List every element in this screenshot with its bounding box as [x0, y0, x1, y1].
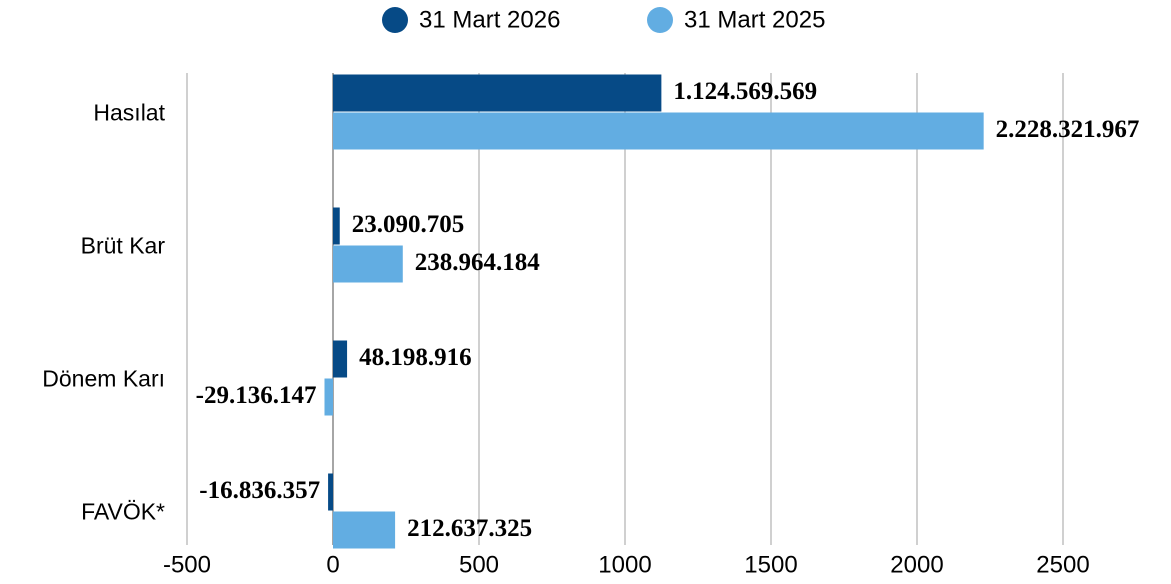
data-label: 23.090.705	[352, 211, 465, 238]
bar	[333, 112, 984, 150]
category-label: Hasılat	[93, 100, 165, 126]
category-label: Dönem Karı	[42, 366, 165, 392]
data-label: 2.228.321.967	[996, 116, 1140, 143]
legend-marker	[382, 7, 408, 33]
legend-label: 31 Mart 2026	[419, 6, 560, 33]
data-label: 212.637.325	[407, 515, 532, 542]
x-tick-label: 1500	[744, 551, 797, 578]
data-label: 48.198.916	[359, 344, 472, 371]
bar	[333, 74, 662, 112]
x-tick-label: 2500	[1036, 551, 1089, 578]
x-tick-label: 2000	[890, 551, 943, 578]
legend-label: 31 Mart 2025	[684, 6, 825, 33]
data-label: -29.136.147	[196, 382, 317, 409]
category-label: Brüt Kar	[81, 233, 166, 259]
legend-marker	[647, 7, 673, 33]
data-label: 238.964.184	[415, 249, 541, 276]
data-label: 1.124.569.569	[673, 78, 817, 105]
bar	[333, 207, 340, 245]
bar	[333, 511, 396, 549]
category-label: FAVÖK*	[81, 499, 165, 525]
x-tick-label: 500	[459, 551, 499, 578]
x-tick-label: 0	[326, 551, 339, 578]
x-tick-label: -500	[163, 551, 211, 578]
bar	[333, 340, 348, 378]
bar	[324, 378, 333, 416]
bar	[328, 473, 333, 511]
data-label: -16.836.357	[199, 477, 320, 504]
bar	[333, 245, 403, 283]
x-tick-label: 1000	[598, 551, 651, 578]
